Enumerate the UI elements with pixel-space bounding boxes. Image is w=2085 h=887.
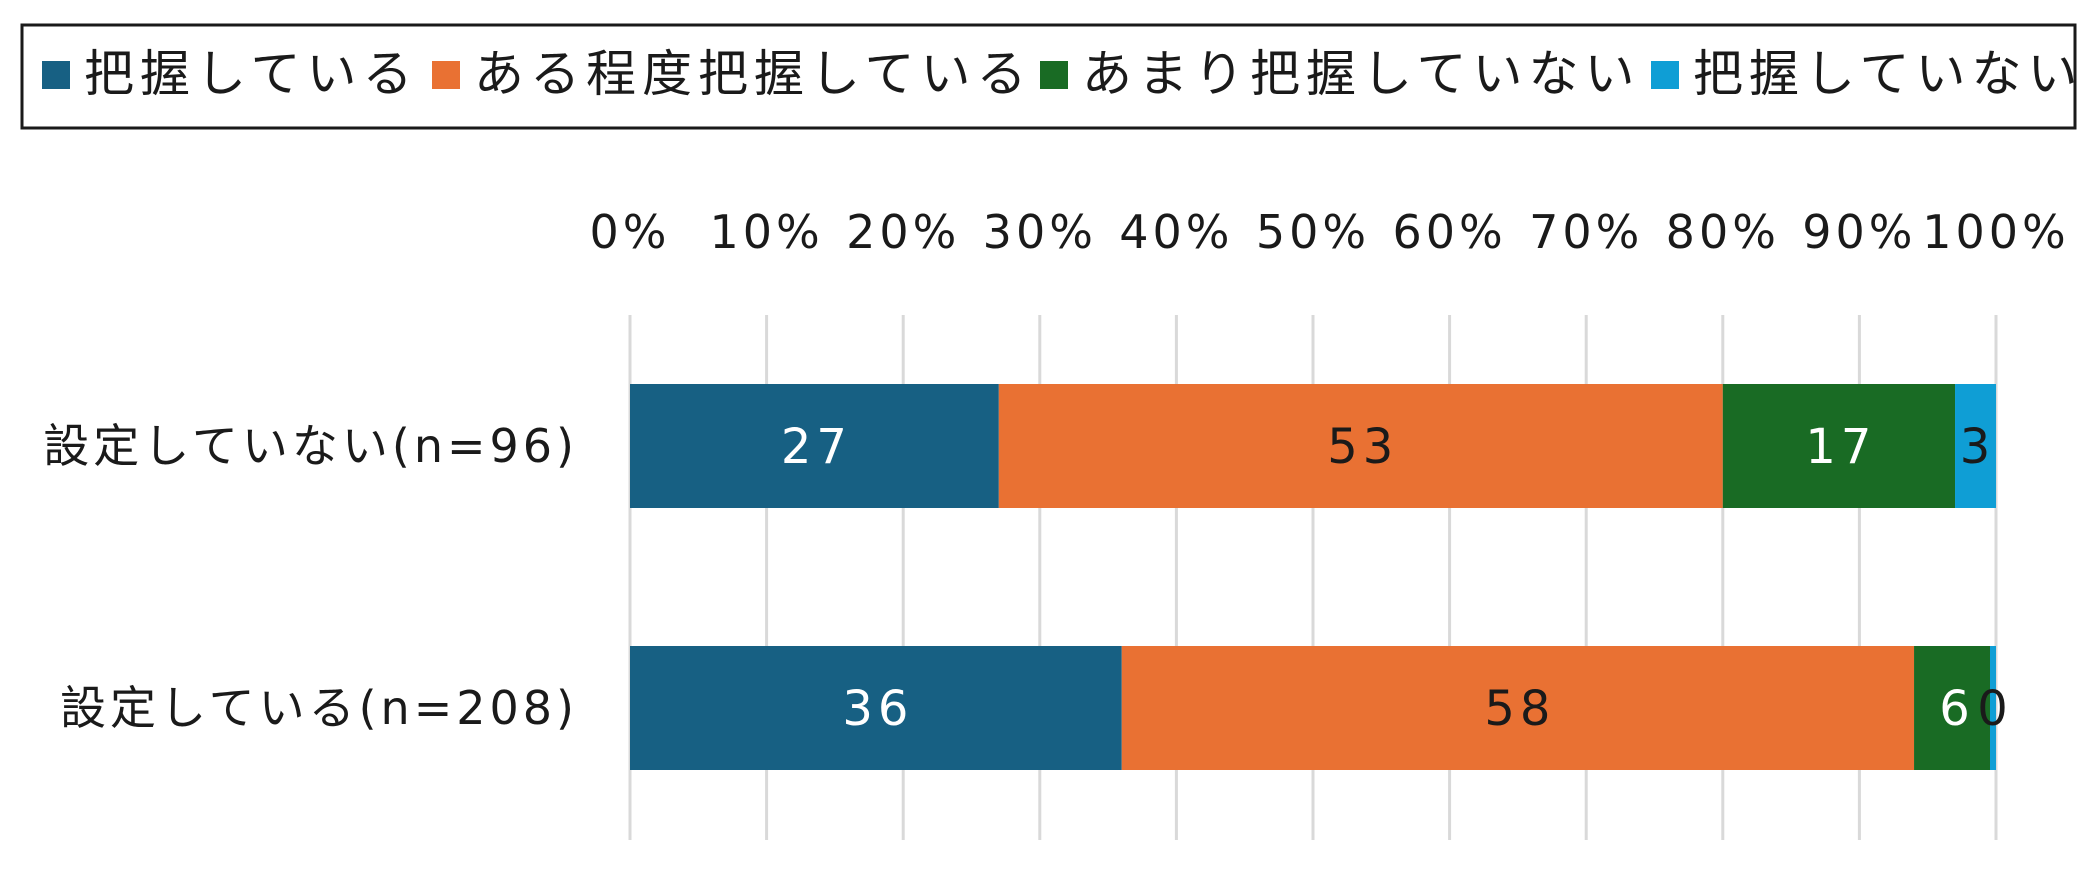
data-label: 53 — [1327, 419, 1398, 475]
x-tick-label: 30% — [983, 205, 1097, 259]
data-label: 17 — [1805, 419, 1876, 475]
bar-segment — [630, 384, 999, 508]
x-tick-label: 80% — [1666, 205, 1780, 259]
legend-swatch-4 — [1651, 61, 1679, 89]
bars: 27 53 17 3 36 58 6 0 — [630, 384, 2013, 770]
x-tick-label: 90% — [1802, 205, 1916, 259]
x-tick-label: 20% — [846, 205, 960, 259]
legend-swatch-3 — [1040, 61, 1068, 89]
bar-segment — [1955, 384, 1996, 508]
bar-segment — [1914, 646, 1996, 770]
data-label: 0 — [1977, 681, 2013, 737]
data-label: 27 — [781, 419, 852, 475]
legend-label-3: あまり把握していない — [1082, 45, 1641, 103]
x-axis-ticks: 0% 10% 20% 30% 40% 50% 60% 70% 80% 90% 100% — [590, 205, 2070, 259]
data-label: 6 — [1939, 681, 1975, 737]
category-label: 設定している(n=208) — [60, 681, 578, 735]
category-label: 設定していない(n=96) — [43, 419, 578, 473]
legend-label-4: 把握していない — [1693, 45, 2084, 103]
bar-segment — [630, 646, 1122, 770]
x-tick-label: 0% — [590, 205, 671, 259]
x-tick-label: 70% — [1529, 205, 1643, 259]
bar-segment — [1722, 384, 1956, 508]
legend-label-1: 把握している — [84, 45, 419, 103]
x-tick-label: 60% — [1392, 205, 1506, 259]
x-tick-label: 40% — [1119, 205, 1233, 259]
data-label: 3 — [1960, 419, 1996, 475]
bar-segment — [998, 384, 1723, 508]
legend-swatch-1 — [42, 61, 70, 89]
x-tick-label: 50% — [1256, 205, 1370, 259]
x-tick-label: 100% — [1922, 205, 2070, 259]
legend-label-2: ある程度把握している — [474, 45, 1033, 103]
data-label: 58 — [1484, 681, 1555, 737]
data-label: 36 — [842, 681, 913, 737]
legend: 把握している ある程度把握している あまり把握していない 把握していない — [42, 45, 2084, 103]
x-tick-label: 10% — [709, 205, 823, 259]
legend-swatch-2 — [432, 61, 460, 89]
bar-segment — [1990, 646, 1996, 770]
bar-segment — [1121, 646, 1915, 770]
category-labels: 設定していない(n=96) 設定している(n=208) — [43, 419, 578, 735]
